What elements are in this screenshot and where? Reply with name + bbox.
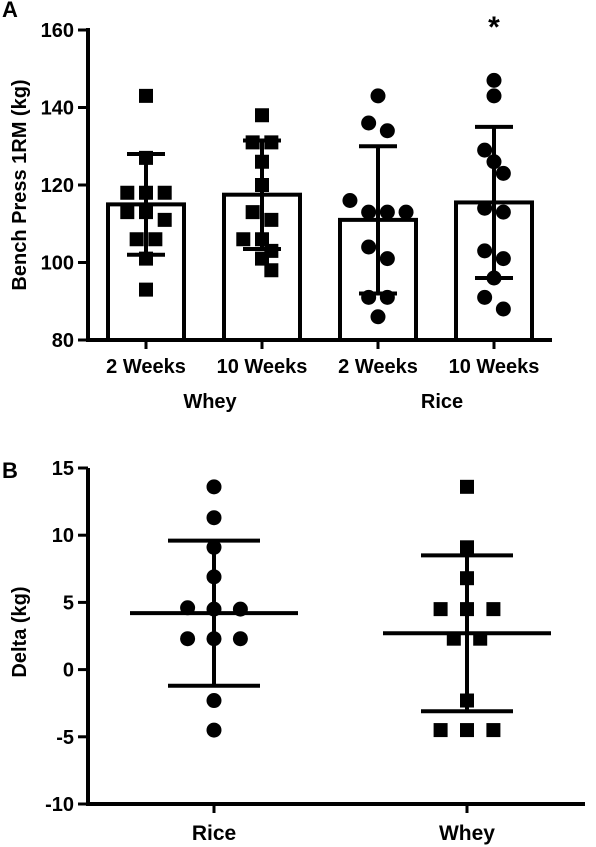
panel-a-x-tick-label: 10 Weeks [217, 356, 308, 378]
panel-a-y-tick-label: 140 [41, 98, 74, 120]
panel-a-x-tick-label: 2 Weeks [338, 356, 418, 378]
panel-a-data-point [129, 232, 144, 247]
panel-a-data-point [139, 88, 153, 103]
panel-a-data-point [379, 251, 395, 267]
panel-a-data-point [148, 232, 163, 247]
panel-a-data-point [398, 204, 414, 220]
panel-a-data-point [139, 205, 153, 220]
panel-a-data-point [139, 150, 153, 165]
panel-a-data-point [245, 135, 260, 150]
panel-b-data-point [206, 539, 222, 555]
panel-b-data-point [206, 601, 222, 617]
panel-a-data-point [255, 232, 269, 247]
panel-b-chart: -10 -5 0 5 10 15 Rice Whey [45, 458, 585, 845]
panel-b-y-tick-label: -10 [45, 794, 74, 816]
panel-b-data-point [473, 631, 488, 646]
panel-b-data-point [180, 631, 196, 647]
panel-a-data-point [157, 185, 172, 200]
panel-a-data-point [120, 205, 135, 220]
panel-b-data-point [460, 479, 474, 494]
panel-b-data-point [460, 540, 474, 555]
panel-a-data-point [264, 212, 279, 227]
panel-a-data-point [255, 154, 269, 169]
panel-a-data-point [245, 205, 260, 220]
panel-a-data-point [255, 108, 269, 123]
panel-a-data-point [255, 178, 269, 192]
panel-a-data-point [477, 289, 493, 305]
panel-a-y-tick-label: 160 [41, 20, 74, 42]
panel-b-data-point [486, 723, 501, 738]
panel-a-data-point [495, 204, 511, 220]
panel-a-data-point [264, 263, 279, 278]
panel-b-x-tick-label: Rice [192, 822, 236, 845]
panel-b-y-tick-label: 5 [63, 592, 74, 614]
panel-a-data-point [139, 185, 153, 200]
panel-a-group-label: Whey [183, 391, 237, 413]
panel-a-group-label: Rice [421, 391, 463, 413]
panel-a-data-point [379, 289, 395, 305]
panel-b-data-point [460, 602, 474, 617]
panel-a-data-point [379, 204, 395, 220]
panel-a-y-axis-label: Bench Press 1RM (kg) [9, 79, 31, 290]
panel-a-x-tick-label: 2 Weeks [106, 356, 186, 378]
panel-a-x-tick-label: 10 Weeks [449, 356, 540, 378]
panel-a-data-point [477, 200, 493, 216]
panel-a-label: A [2, 0, 18, 22]
panel-a-data-point [495, 301, 511, 317]
panel-a-data-point [477, 243, 493, 259]
panel-b-data-point [180, 600, 196, 616]
panel-b-data-point [460, 693, 474, 708]
panel-b-data-point [206, 479, 222, 495]
panel-a-data-point [495, 251, 511, 267]
panel-b-y-tick-label: 0 [63, 660, 74, 682]
panel-b-data-point [206, 631, 222, 647]
panel-a-y-tick-label: 80 [52, 330, 74, 352]
panel-b-data-point [446, 631, 461, 646]
panel-a-data-point [120, 185, 135, 200]
panel-b-x-tick-label: Whey [439, 822, 495, 845]
panel-a-data-point [361, 115, 377, 131]
panel-a-data-point [379, 123, 395, 139]
panel-a-data-point [370, 88, 386, 104]
panel-a-data-point [370, 309, 386, 325]
panel-a-data-point [486, 88, 502, 104]
panel-a-data-point [236, 232, 251, 247]
panel-a-y-tick-label: 100 [41, 253, 74, 275]
panel-b-y-axis-label: Delta (kg) [9, 586, 31, 677]
panel-a-data-point [486, 72, 502, 88]
panel-b-data-point [206, 569, 222, 585]
panel-a-data-point [264, 135, 279, 150]
panel-a-data-point [361, 204, 377, 220]
panel-a-data-point [139, 282, 153, 297]
panel-a-significance-marker: * [488, 11, 500, 44]
panel-a-y-tick-label: 120 [41, 175, 74, 197]
panel-b-data-point [206, 510, 222, 526]
panel-b-y-tick-label: 10 [52, 525, 74, 547]
panel-b-data-point [460, 723, 474, 738]
panel-b-data-point [206, 693, 222, 709]
panel-a-data-point [477, 142, 493, 158]
panel-b-y-tick-label: 15 [52, 458, 74, 480]
panel-b-data-point [232, 631, 248, 647]
panel-b-y-tick-label: -5 [56, 727, 74, 749]
panel-a-data-point [486, 270, 502, 286]
panel-a-data-point [486, 154, 502, 170]
panel-a-data-point [495, 165, 511, 181]
panel-a-data-point [361, 289, 377, 305]
panel-a-data-point [157, 212, 172, 227]
panel-b-data-point [433, 723, 448, 738]
panel-b-data-point [460, 571, 474, 586]
panel-b-label: B [2, 458, 18, 483]
panel-a-chart: 80 100 120 140 160 2 Weeks 10 Weeks 2 Weeks 10 W… [41, 11, 552, 413]
panel-b-data-point [206, 722, 222, 738]
panel-b-data-point [486, 602, 501, 617]
panel-a-data-point [255, 251, 269, 266]
panel-b-data-point [232, 601, 248, 617]
panel-b-data-point [433, 602, 448, 617]
panel-a-data-point [139, 251, 153, 266]
panel-a-data-point [361, 239, 377, 255]
panel-a-data-point [342, 193, 358, 208]
